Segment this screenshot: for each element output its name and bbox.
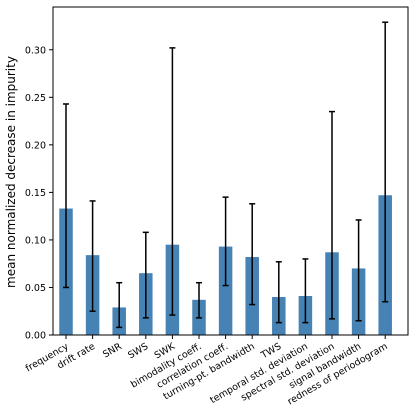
error-bar xyxy=(355,219,362,322)
y-axis-title: mean normalized decrease in impurity xyxy=(4,56,18,288)
error-bar xyxy=(249,203,256,306)
y-tick-label: 0.15 xyxy=(25,188,46,199)
error-bar xyxy=(142,231,149,319)
x-tick-label: SNR xyxy=(101,341,124,361)
bar xyxy=(218,246,233,335)
error-bar xyxy=(275,261,282,324)
error-bar xyxy=(89,200,96,312)
y-tick-label: 0.05 xyxy=(25,283,46,294)
y-tick-label: 0.00 xyxy=(25,331,46,342)
error-bar xyxy=(302,258,309,324)
labels-layer: 0.000.050.100.150.200.250.30frequencydri… xyxy=(24,45,390,407)
errorbars-layer xyxy=(63,21,389,329)
y-tick-label: 0.10 xyxy=(25,235,46,246)
error-bar xyxy=(63,103,69,289)
error-bar xyxy=(222,196,229,287)
error-bar xyxy=(382,21,389,303)
y-tick-label: 0.20 xyxy=(25,140,46,151)
y-tick-label: 0.30 xyxy=(25,45,46,56)
error-bar xyxy=(196,281,202,319)
axes-layer xyxy=(49,6,409,339)
x-tick-label: SWS xyxy=(126,341,150,361)
y-tick-label: 0.25 xyxy=(25,93,46,104)
error-bar xyxy=(329,110,335,320)
axes-frame xyxy=(52,6,409,336)
error-bar xyxy=(116,281,123,329)
error-bar xyxy=(169,47,176,316)
